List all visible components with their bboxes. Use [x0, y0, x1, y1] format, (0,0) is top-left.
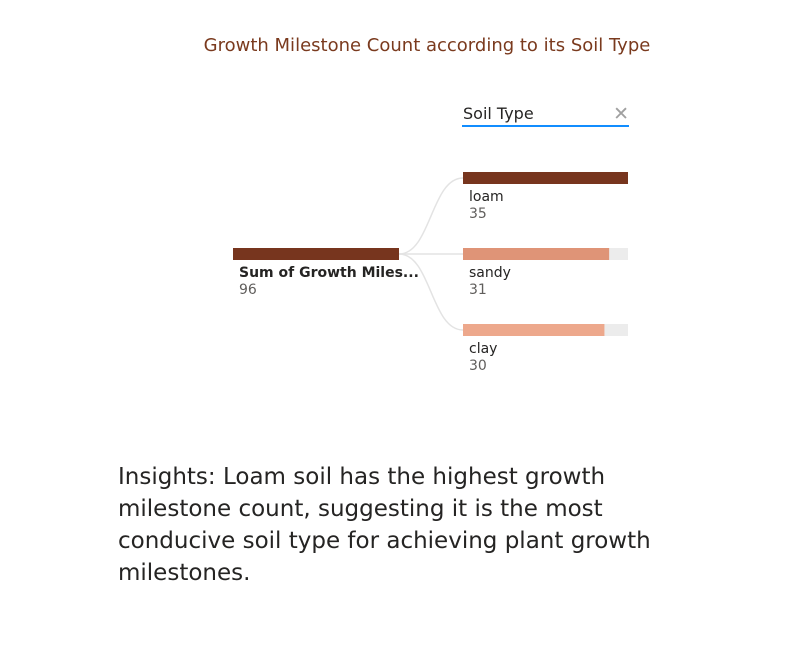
- insights-text: Insights: Loam soil has the highest grow…: [118, 464, 651, 586]
- node-label-clay[interactable]: clay: [469, 341, 498, 357]
- chart-title: Growth Milestone Count according to its …: [203, 35, 651, 56]
- bar-loam[interactable]: [463, 172, 628, 184]
- level-header-underline: [462, 125, 629, 127]
- node-label-loam[interactable]: loam: [469, 189, 504, 205]
- node-value-loam: 35: [469, 206, 487, 222]
- tree-connectors: [398, 177, 464, 331]
- level-header-soil-type[interactable]: Soil Type ✕: [462, 103, 629, 127]
- root-node-value: 96: [239, 282, 257, 298]
- root-bar[interactable]: [233, 248, 399, 260]
- tree-bars: [233, 172, 628, 336]
- close-icon[interactable]: ✕: [613, 103, 629, 125]
- node-value-sandy: 31: [469, 282, 487, 298]
- connector-clay: [398, 253, 464, 331]
- node-label-sandy[interactable]: sandy: [469, 265, 511, 281]
- level-header-label: Soil Type: [463, 104, 534, 123]
- node-value-clay: 30: [469, 358, 487, 374]
- root-node-label[interactable]: Sum of Growth Miles...: [239, 265, 419, 281]
- bar-clay[interactable]: [463, 324, 605, 336]
- bar-sandy[interactable]: [463, 248, 610, 260]
- connector-loam: [398, 177, 464, 255]
